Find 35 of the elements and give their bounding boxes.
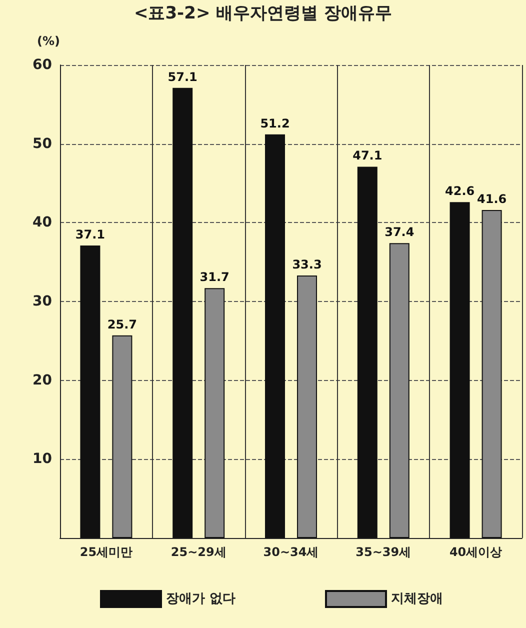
bar <box>204 288 225 538</box>
data-label: 25.7 <box>107 317 138 332</box>
bar <box>357 166 378 538</box>
data-label: 42.6 <box>444 184 475 198</box>
data-label: 33.3 <box>292 257 322 272</box>
x-tick-label: 25세미만 <box>80 545 133 559</box>
bar <box>297 275 317 538</box>
y-tick-label: 50 <box>32 136 52 152</box>
data-label: 37.4 <box>384 225 414 240</box>
data-label: 41.6 <box>476 192 507 206</box>
bar <box>80 246 100 538</box>
bar <box>482 210 502 538</box>
legend-label: 지체장애 <box>391 592 443 606</box>
bar <box>450 202 470 538</box>
data-label: 57.1 <box>168 70 198 84</box>
x-tick-label: 30~34세 <box>263 545 319 559</box>
chart-title: <표3-2> 배우자연령별 장애유무 <box>134 4 392 24</box>
bar <box>172 88 193 538</box>
y-tick-label: 40 <box>32 214 52 231</box>
y-axis-title: (%) <box>37 34 60 48</box>
x-tick-label: 35~39세 <box>356 545 412 559</box>
bar <box>112 335 132 538</box>
x-tick-label: 25~29세 <box>170 545 226 559</box>
bar <box>389 243 410 538</box>
x-tick-label: 40세이상 <box>449 545 502 559</box>
data-label: 37.1 <box>75 228 106 242</box>
y-tick-label: 20 <box>32 372 52 388</box>
y-tick-label: 30 <box>32 294 52 310</box>
data-label: 31.7 <box>200 270 230 284</box>
bar <box>265 134 285 538</box>
data-label: 51.2 <box>260 116 290 130</box>
y-tick-label: 60 <box>32 57 52 73</box>
data-label: 47.1 <box>352 148 382 163</box>
legend-label: 장애가 없다 <box>166 592 236 606</box>
y-tick-label: 10 <box>32 451 52 468</box>
